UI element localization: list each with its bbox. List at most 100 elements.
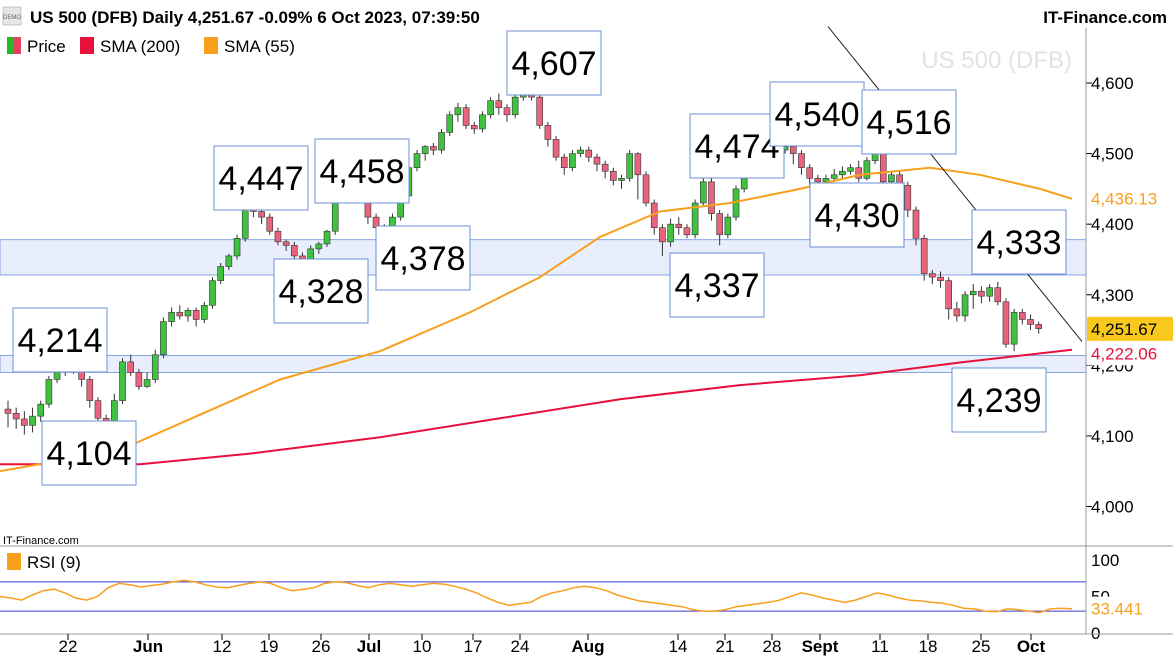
candle-body xyxy=(593,156,601,165)
legend-sma200-swatch xyxy=(80,37,94,54)
x-tick-label: 17 xyxy=(464,637,483,656)
rsi-legend-swatch xyxy=(7,553,21,570)
candle-body xyxy=(511,96,519,116)
y-tick-label: 4,500 xyxy=(1091,145,1134,164)
candle-body xyxy=(806,167,813,179)
candle-body xyxy=(618,178,625,181)
candle-body xyxy=(192,309,200,320)
candle-body xyxy=(160,321,167,356)
x-tick-label: Sept xyxy=(802,637,839,656)
level-label: 4,378 xyxy=(380,240,465,278)
candle-body xyxy=(569,153,576,169)
candle-body xyxy=(830,174,838,179)
level-label: 4,458 xyxy=(319,153,404,191)
candle-body xyxy=(1019,312,1026,320)
candle-body xyxy=(577,149,584,154)
x-tick-label: 10 xyxy=(413,637,432,656)
candle-body xyxy=(127,361,134,373)
legend: Price SMA (200) SMA (55) xyxy=(7,37,295,56)
candle-body xyxy=(716,213,723,236)
level-label: 4,447 xyxy=(218,160,303,198)
level-label: 4,337 xyxy=(674,267,759,305)
candle-body xyxy=(929,273,936,278)
candle-body xyxy=(495,100,503,109)
candle-body xyxy=(86,379,94,401)
x-tick-label: Oct xyxy=(1017,637,1046,656)
rsi-value-bg xyxy=(1087,596,1173,621)
candle-body xyxy=(282,241,290,246)
legend-sma55-swatch xyxy=(204,37,218,54)
x-tick-label: Jul xyxy=(357,637,382,656)
candle-body xyxy=(789,146,797,154)
candle-body xyxy=(667,223,674,243)
candle-body xyxy=(994,287,1002,303)
candle-body xyxy=(45,379,53,405)
candle-body xyxy=(29,415,36,426)
candle-body xyxy=(151,354,159,380)
level-box xyxy=(41,420,137,486)
level-box xyxy=(213,145,309,211)
candle-body xyxy=(642,174,650,204)
candle-body xyxy=(978,290,985,297)
candle-body xyxy=(21,418,28,426)
sma55-price-label: 4,436.13 xyxy=(1091,190,1157,209)
candle-body xyxy=(708,181,715,214)
candle-body xyxy=(12,413,20,420)
support-zone-1 xyxy=(0,355,1087,373)
candle-body xyxy=(1002,301,1010,345)
header: DEMO US 500 (DFB) Daily 4,251.67 -0.09% … xyxy=(2,6,1167,27)
demo-badge-text: DEMO xyxy=(3,15,21,21)
candle-body xyxy=(610,170,617,181)
candle-body xyxy=(724,216,732,236)
candle-body xyxy=(176,312,184,317)
candle-body xyxy=(430,146,437,151)
candle-body xyxy=(266,216,274,232)
level-label: 4,214 xyxy=(17,322,102,360)
candle-body xyxy=(184,309,192,317)
candle-body xyxy=(544,125,552,140)
candle-body xyxy=(225,255,233,267)
y-tick-label: 4,000 xyxy=(1091,498,1134,517)
candle-body xyxy=(168,312,175,322)
chart-title: US 500 (DFB) Daily 4,251.67 -0.09% 6 Oct… xyxy=(30,8,480,27)
candle-body xyxy=(1027,319,1034,325)
x-tick-label: Aug xyxy=(571,637,604,656)
candle-body xyxy=(626,153,633,179)
level-label: 4,333 xyxy=(976,224,1061,262)
candle-body xyxy=(839,170,846,176)
x-tick-label: 28 xyxy=(763,637,782,656)
candle-body xyxy=(683,227,691,236)
rsi-legend-label: RSI (9) xyxy=(27,553,81,572)
sma55-price-label-bg xyxy=(1087,186,1173,211)
legend-sma55-label: SMA (55) xyxy=(224,37,295,56)
level-box xyxy=(809,182,905,248)
level-label: 4,104 xyxy=(46,435,131,473)
watermark: US 500 (DFB) xyxy=(921,47,1072,74)
candle-body xyxy=(536,96,544,126)
candle-body xyxy=(462,107,470,126)
rsi-y-tick-label: 100 xyxy=(1091,551,1119,570)
level-label: 4,430 xyxy=(814,197,899,235)
candle-body xyxy=(241,206,249,239)
candle-body xyxy=(953,308,961,317)
legend-price-label: Price xyxy=(27,37,66,56)
candle-body xyxy=(969,290,977,296)
candle-body xyxy=(274,230,282,243)
y-tick-label: 4,600 xyxy=(1091,74,1134,93)
candle-body xyxy=(479,114,486,130)
rsi-line xyxy=(0,579,1073,614)
candle-body xyxy=(4,408,12,414)
level-box xyxy=(506,30,602,96)
candle-body xyxy=(421,146,429,154)
candle-body xyxy=(691,202,699,236)
x-tick-label: 14 xyxy=(669,637,688,656)
candle-body xyxy=(201,305,208,320)
candle-body xyxy=(446,114,454,133)
candle-body xyxy=(961,294,969,317)
level-label: 4,607 xyxy=(511,45,596,83)
level-box xyxy=(669,252,765,318)
site-name: IT-Finance.com xyxy=(1043,8,1167,27)
candle-body xyxy=(945,280,953,310)
candle-body xyxy=(863,160,871,179)
